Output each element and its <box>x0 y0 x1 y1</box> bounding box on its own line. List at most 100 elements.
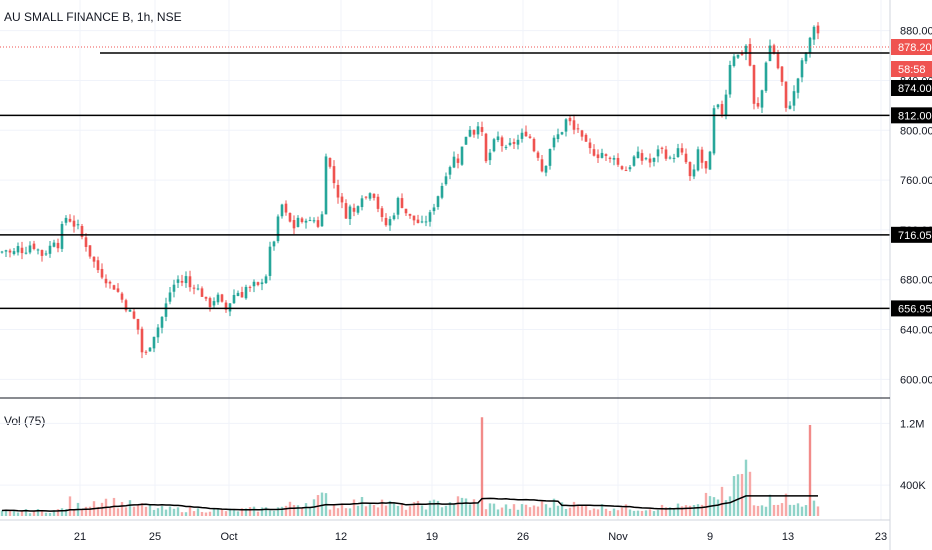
candle-body <box>56 242 60 249</box>
candle-body <box>668 157 672 159</box>
hline-label-bg <box>891 80 932 96</box>
volume-bar <box>284 505 288 516</box>
volume-bar <box>448 502 452 516</box>
volume-bar <box>752 505 756 516</box>
volume-bar <box>152 509 156 516</box>
volume-bars <box>0 417 820 516</box>
candle-body <box>48 245 52 254</box>
candle-body <box>24 252 28 254</box>
volume-bar <box>12 510 16 516</box>
volume-bar <box>700 504 704 516</box>
volume-bar <box>44 512 48 516</box>
volume-bar <box>664 507 668 516</box>
volume-bar <box>216 508 220 516</box>
candle-body <box>576 128 580 130</box>
candle-body <box>664 149 668 159</box>
volume-bar <box>456 496 460 516</box>
hline-label-bg <box>891 300 932 317</box>
price-tick-label: 600.00 <box>900 374 932 386</box>
candle-body <box>44 253 48 255</box>
volume-bar <box>772 504 776 516</box>
candle-body <box>4 250 8 252</box>
volume-bar <box>56 509 60 516</box>
volume-bar <box>296 505 300 516</box>
candle-body <box>796 78 800 93</box>
candle-body <box>308 220 312 222</box>
volume-bar <box>536 506 540 516</box>
time-tick-label: 19 <box>426 531 438 543</box>
volume-bar <box>280 506 284 516</box>
candle-body <box>240 292 244 298</box>
volume-bar <box>136 504 140 516</box>
volume-bar <box>432 499 436 516</box>
volume-bar <box>120 501 124 516</box>
candle-body <box>144 351 148 353</box>
volume-bar <box>144 506 148 516</box>
candle-body <box>468 129 472 137</box>
volume-bar <box>572 501 576 516</box>
candle-body <box>424 221 428 223</box>
volume-bar <box>168 506 172 516</box>
volume-bar <box>208 511 212 516</box>
volume-bar <box>196 508 200 516</box>
candle-body <box>120 293 124 300</box>
volume-bar <box>396 505 400 516</box>
candle-body <box>520 132 524 139</box>
candle-body <box>676 148 680 157</box>
volume-bar <box>552 498 556 516</box>
volume-bar <box>416 500 420 516</box>
candle-body <box>72 220 76 227</box>
candle-body <box>60 224 64 249</box>
volume-bar <box>32 511 36 516</box>
volume-bar <box>460 497 464 516</box>
candle-body <box>420 221 424 223</box>
volume-bar <box>180 512 184 516</box>
volume-bar <box>164 509 168 516</box>
time-tick-label: 23 <box>875 531 887 543</box>
candle-body <box>648 158 652 163</box>
volume-bar <box>688 505 692 516</box>
candle-body <box>316 220 320 227</box>
volume-bar <box>84 506 88 516</box>
volume-bar <box>308 507 312 516</box>
volume-bar <box>788 504 792 516</box>
volume-bar <box>184 512 188 516</box>
candle-body <box>568 117 572 122</box>
candle-body <box>620 166 624 170</box>
candle-body <box>332 166 336 184</box>
candle-body <box>548 149 552 166</box>
candle-body <box>84 237 88 247</box>
volume-bar <box>532 505 536 516</box>
candle-body <box>532 138 536 152</box>
candle-body <box>572 120 576 130</box>
candle-body <box>324 156 328 215</box>
volume-bar <box>236 511 240 516</box>
candle-body <box>360 198 364 208</box>
candle-body <box>672 157 676 159</box>
volume-bar <box>328 509 332 516</box>
volume-bar <box>720 486 724 516</box>
candle-body <box>220 294 224 302</box>
candle-body <box>140 328 144 353</box>
volume-bar <box>348 508 352 516</box>
candle-body <box>776 53 780 69</box>
candle-body <box>296 217 300 227</box>
volume-axis: 400K 1.2M <box>900 418 926 492</box>
volume-bar <box>672 509 676 516</box>
volume-bar <box>360 496 364 516</box>
time-tick-label: 9 <box>707 531 713 543</box>
candle-body <box>780 66 784 82</box>
candle-body <box>36 249 40 251</box>
candle-body <box>480 127 484 132</box>
candle-body <box>392 215 396 220</box>
candle-body <box>500 137 504 147</box>
volume-bar <box>440 507 444 516</box>
candle-body <box>164 303 168 317</box>
price-tick-label: 680.00 <box>900 275 932 287</box>
volume-bar <box>148 505 152 516</box>
candle-body <box>536 152 540 158</box>
volume-bar <box>516 509 520 516</box>
volume-bar <box>544 504 548 516</box>
candle-body <box>344 203 348 219</box>
